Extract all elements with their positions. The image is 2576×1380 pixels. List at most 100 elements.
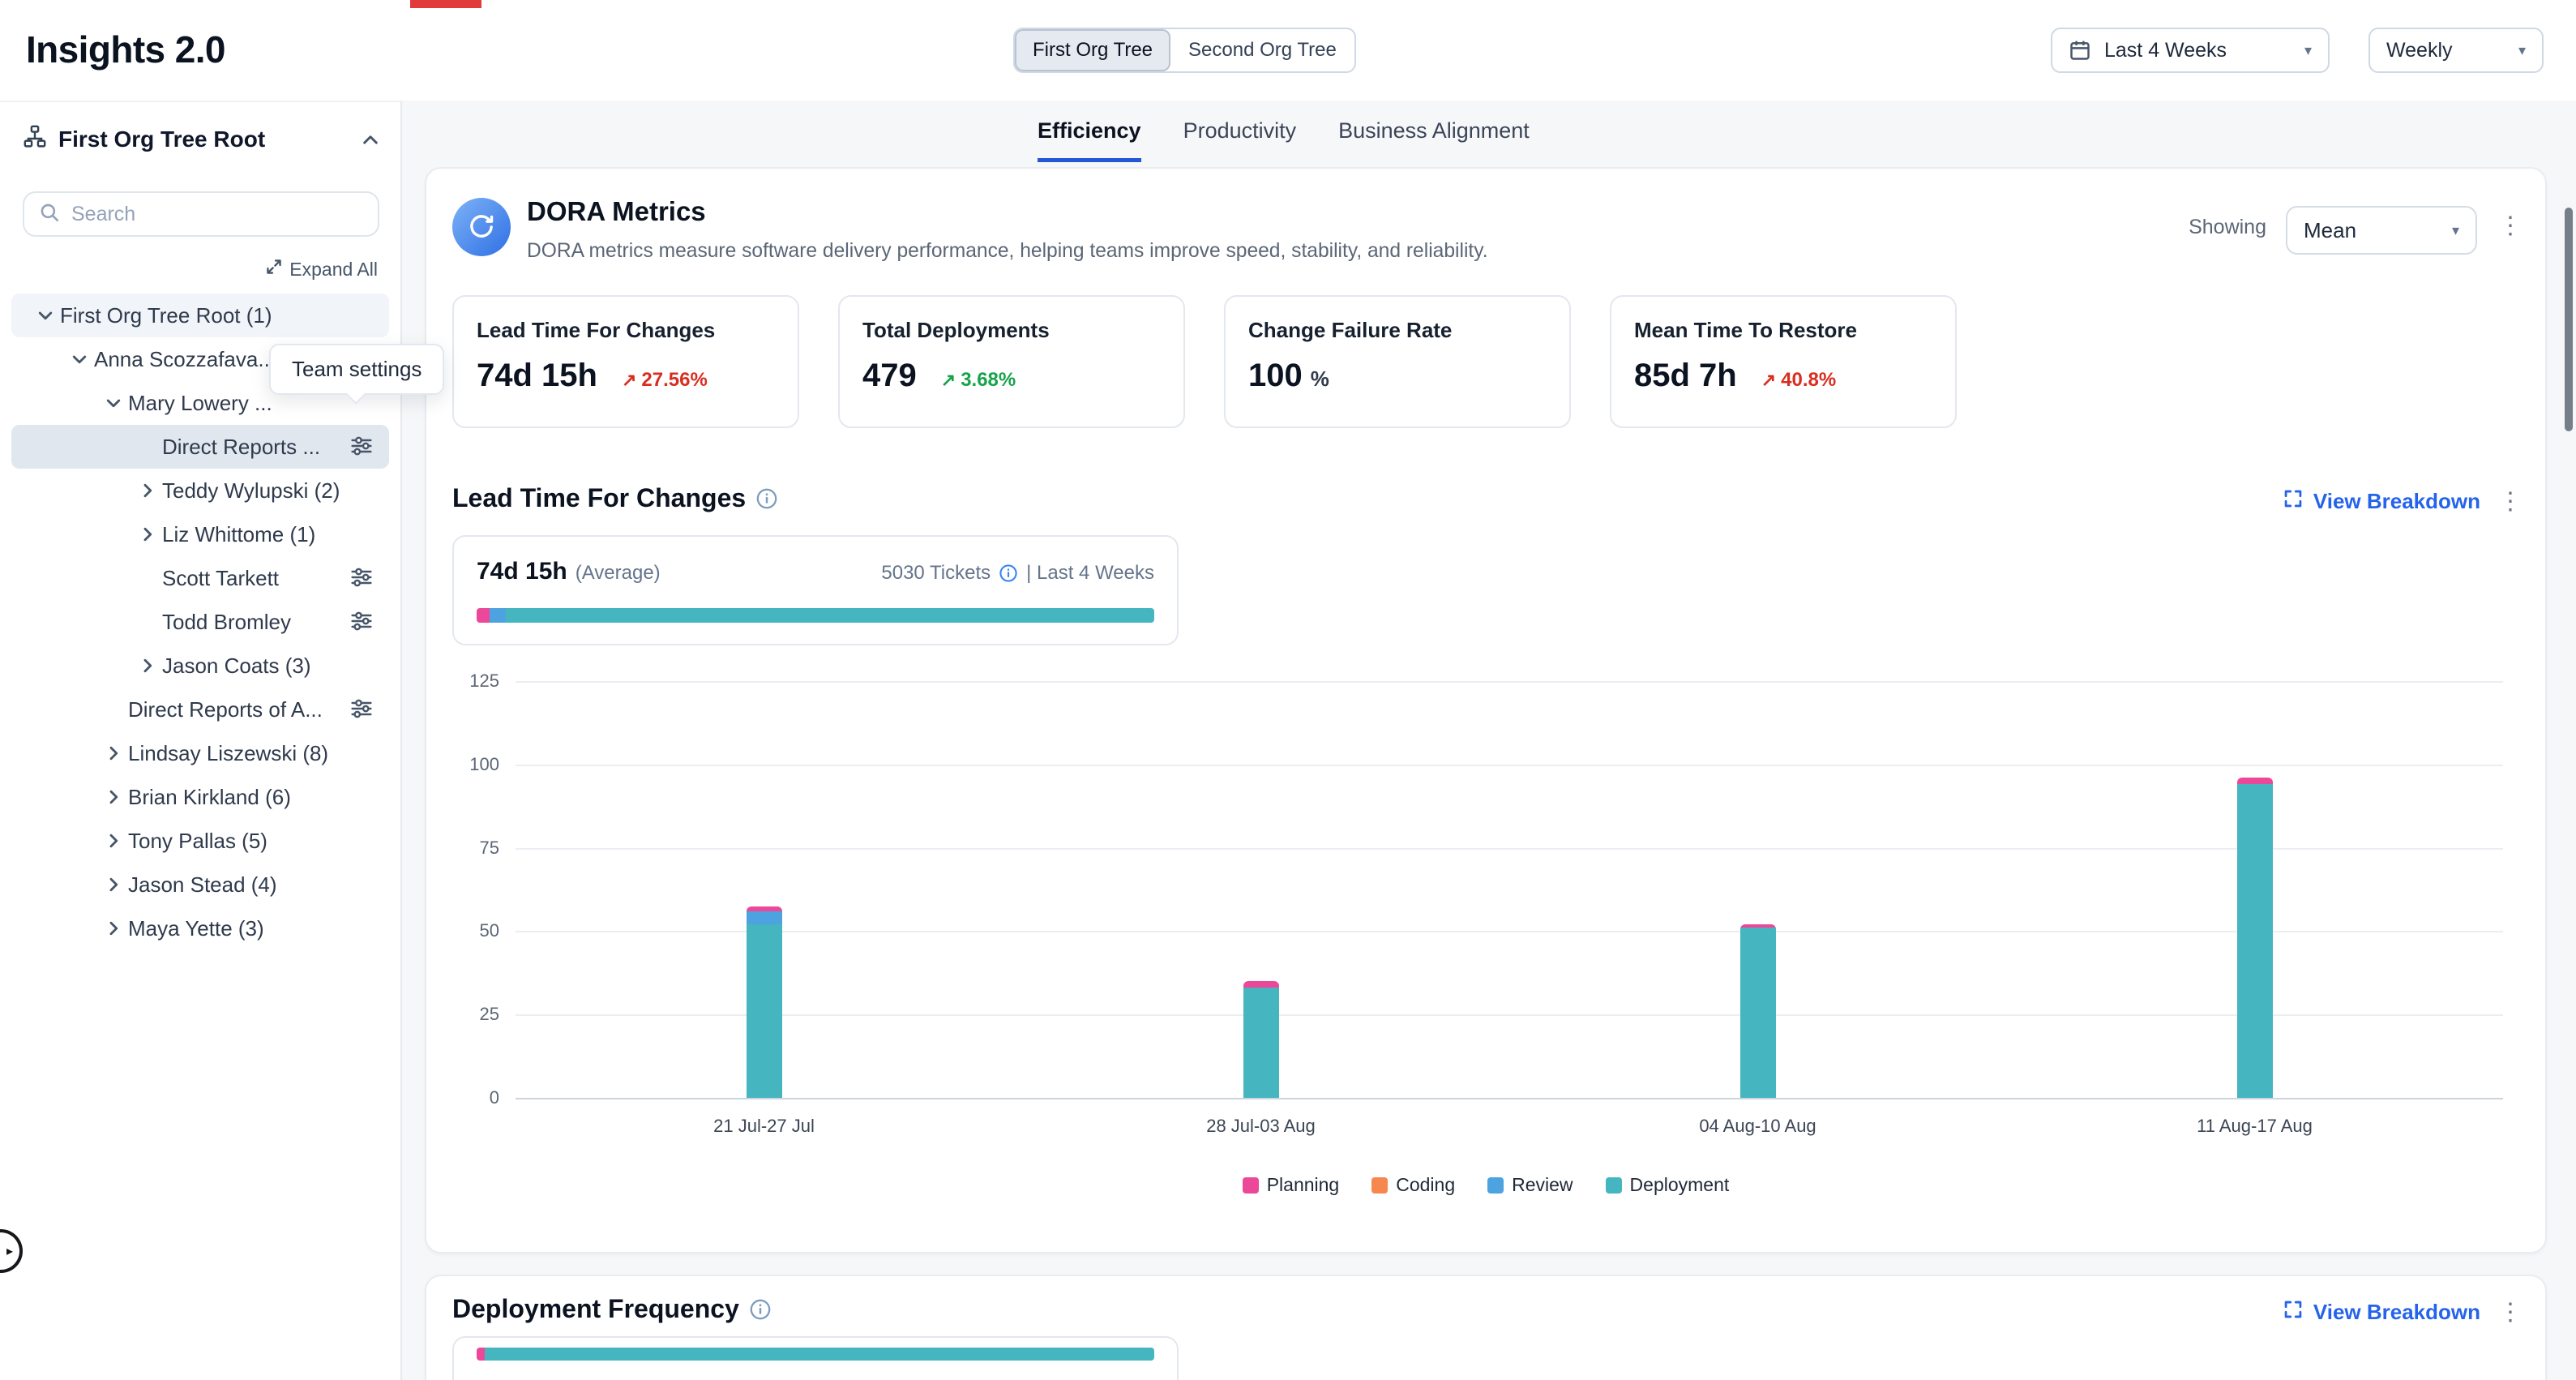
view-breakdown-link[interactable]: View Breakdown (2283, 1299, 2480, 1326)
sidebar-search (23, 191, 379, 237)
tree-item[interactable]: Maya Yette (3) (11, 906, 389, 950)
lead-time-summary-card: 74d 15h (Average) 5030 Tickets | Last 4 … (452, 535, 1179, 645)
team-settings-icon[interactable] (350, 610, 373, 632)
chevron-right-icon[interactable] (133, 481, 162, 500)
tree-item[interactable]: Jason Coats (3) (11, 644, 389, 688)
kebab-menu-icon[interactable]: ⋮ (2498, 490, 2523, 514)
bar-segment-deployment (747, 924, 782, 1098)
bar-28 Jul-03 Aug[interactable] (1243, 981, 1279, 1098)
tab-efficiency[interactable]: Efficiency (1038, 118, 1141, 162)
metric-unit: % (1311, 366, 1329, 392)
tooltip: Team settings (269, 344, 444, 395)
chevron-right-icon[interactable] (133, 525, 162, 544)
tree-item[interactable]: Direct Reports ... (11, 425, 389, 469)
granularity-select[interactable]: Weekly ▾ (2368, 28, 2544, 73)
tree-item-label: Jason Stead (4) (128, 872, 389, 898)
tree-item[interactable]: Tony Pallas (5) (11, 819, 389, 863)
expand-all-button[interactable]: Expand All (265, 258, 378, 281)
legend-label: Deployment (1630, 1174, 1730, 1196)
y-axis-tick: 50 (438, 920, 499, 941)
bar-segment-planning (1243, 981, 1279, 988)
gridline (516, 931, 2503, 932)
chevron-right-icon[interactable] (133, 656, 162, 675)
org-tree: First Org Tree Root (1)Anna Scozzafava..… (0, 294, 400, 1380)
legend-item-deployment[interactable]: Deployment (1606, 1174, 1730, 1196)
tab-productivity[interactable]: Productivity (1183, 118, 1297, 162)
toggle-second-org-tree[interactable]: Second Org Tree (1170, 29, 1354, 71)
scrollbar-thumb[interactable] (2565, 208, 2573, 431)
search-input[interactable] (71, 203, 363, 226)
legend-item-coding[interactable]: Coding (1371, 1174, 1455, 1196)
calendar-icon (2069, 39, 2091, 62)
tree-item[interactable]: Liz Whittome (1) (11, 512, 389, 556)
aggregation-select[interactable]: Mean ▾ (2286, 206, 2477, 255)
metric-value: 85d 7h (1634, 358, 1737, 394)
team-settings-icon[interactable] (350, 435, 373, 457)
chevron-right-icon[interactable] (99, 875, 128, 894)
metric-card: Total Deployments479↗3.68% (838, 295, 1185, 428)
gridline (516, 1014, 2503, 1016)
dora-title: DORA Metrics (527, 196, 706, 227)
tab-business-alignment[interactable]: Business Alignment (1338, 118, 1530, 162)
y-axis-tick: 25 (438, 1004, 499, 1025)
chevron-up-icon[interactable] (360, 129, 381, 150)
trend-badge: ↗3.68% (941, 369, 1016, 392)
chevron-down-icon[interactable] (31, 306, 60, 325)
view-breakdown-link[interactable]: View Breakdown (2283, 488, 2480, 515)
bar-21 Jul-27 Jul[interactable] (747, 906, 782, 1098)
deployment-summary-card (452, 1336, 1179, 1380)
team-settings-icon[interactable] (350, 697, 373, 720)
tab-bar: Efficiency Productivity Business Alignme… (1038, 118, 1530, 162)
bar-11 Aug-17 Aug[interactable] (2237, 778, 2273, 1098)
legend-item-review[interactable]: Review (1487, 1174, 1573, 1196)
play-icon: ▸ (6, 1243, 13, 1259)
lead-time-distribution-bar (477, 608, 1154, 623)
section-title-text: Deployment Frequency (452, 1294, 739, 1324)
legend-label: Planning (1267, 1174, 1340, 1196)
x-axis-label: 04 Aug-10 Aug (1645, 1116, 1872, 1137)
org-tree-sidebar: First Org Tree Root Expand All First Org… (0, 101, 402, 1380)
chevron-down-icon[interactable] (65, 349, 94, 369)
tree-item[interactable]: Lindsay Liszewski (8) (11, 731, 389, 775)
app-title: Insights 2.0 (26, 28, 225, 71)
tree-item[interactable]: Todd Bromley (11, 600, 389, 644)
bar-04 Aug-10 Aug[interactable] (1740, 924, 1776, 1098)
distribution-segment-planning (477, 1348, 485, 1361)
info-icon[interactable] (755, 487, 778, 510)
legend-chip (1243, 1177, 1259, 1194)
metric-title: Mean Time To Restore (1634, 318, 1932, 343)
chevron-down-icon[interactable] (99, 393, 128, 413)
y-axis-tick: 0 (438, 1087, 499, 1108)
period-select[interactable]: Last 4 Weeks ▾ (2051, 28, 2330, 73)
tree-item-label: First Org Tree Root (1) (60, 303, 389, 328)
chevron-right-icon[interactable] (99, 744, 128, 763)
tree-item-label: Tony Pallas (5) (128, 829, 389, 854)
aggregation-select-value: Mean (2304, 218, 2356, 243)
tree-item[interactable]: Scott Tarkett (11, 556, 389, 600)
kebab-menu-icon[interactable]: ⋮ (2498, 214, 2523, 238)
tree-item[interactable]: Jason Stead (4) (11, 863, 389, 906)
legend-item-planning[interactable]: Planning (1243, 1174, 1340, 1196)
x-axis-label: 21 Jul-27 Jul (651, 1116, 878, 1137)
chevron-right-icon[interactable] (99, 831, 128, 851)
info-icon[interactable] (749, 1298, 772, 1321)
legend-label: Coding (1396, 1174, 1455, 1196)
chevron-down-icon: ▾ (2505, 42, 2526, 59)
metric-card: Change Failure Rate100% (1224, 295, 1571, 428)
dora-cycle-icon (452, 198, 511, 256)
y-axis-tick: 75 (438, 838, 499, 859)
lead-time-bar-chart: 025507510012521 Jul-27 Jul28 Jul-03 Aug0… (516, 681, 2503, 1098)
tree-item[interactable]: Brian Kirkland (6) (11, 775, 389, 819)
gridline (516, 848, 2503, 850)
team-settings-icon[interactable] (350, 566, 373, 589)
app-window: Insights 2.0 First Org Tree Second Org T… (0, 0, 2576, 1380)
distribution-segment-review (490, 608, 506, 623)
tree-item[interactable]: Teddy Wylupski (2) (11, 469, 389, 512)
tree-item[interactable]: Direct Reports of A... (11, 688, 389, 731)
toggle-first-org-tree[interactable]: First Org Tree (1015, 29, 1170, 71)
chevron-right-icon[interactable] (99, 787, 128, 807)
tree-item[interactable]: First Org Tree Root (1) (11, 294, 389, 337)
info-icon[interactable] (999, 564, 1018, 583)
chevron-right-icon[interactable] (99, 919, 128, 938)
kebab-menu-icon[interactable]: ⋮ (2498, 1301, 2523, 1325)
